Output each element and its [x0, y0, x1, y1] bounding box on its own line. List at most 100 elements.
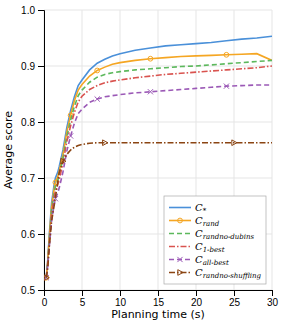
tick-label: 0.7: [21, 173, 35, 184]
marker-shape: [61, 158, 66, 164]
tick-mark: [158, 290, 159, 296]
marker-shape: [224, 84, 229, 89]
tick: 0.9: [21, 61, 44, 72]
marker: [224, 52, 229, 57]
y-axis-title: Average score: [2, 111, 15, 189]
tick: 15: [153, 290, 165, 308]
legend-marker-shape: [178, 270, 183, 276]
tick-mark: [120, 290, 121, 296]
tick-label: 5: [80, 297, 86, 308]
legend-entry: Crandno-shuffling: [169, 267, 262, 280]
grid-line-y: [44, 122, 272, 123]
chart: 0 5 10 15 20 25 30 0.5 0.6 0.7 0.8 0.9 1.0 Planning t…: [0, 0, 282, 324]
tick-mark: [38, 234, 44, 235]
tick: 5: [80, 290, 86, 308]
tick-mark: [82, 290, 83, 296]
legend-marker: [178, 270, 183, 276]
tick-mark: [196, 290, 197, 296]
legend-label: Crand: [195, 215, 220, 228]
tick-mark: [38, 290, 44, 291]
legend-entry: C1-best: [169, 241, 225, 254]
legend-entry: Call-best: [169, 254, 229, 267]
legend-marker-shape: [178, 218, 183, 223]
marker-shape: [95, 68, 100, 73]
legend-label: Crandno-dubins: [195, 228, 254, 241]
legend: C*CrandCrandno-dubinsC1-bestCall-bestCra…: [164, 196, 266, 284]
tick: 0: [42, 290, 48, 308]
tick-label: 0.9: [21, 61, 35, 72]
legend-label: C1-best: [195, 241, 225, 254]
tick: 0.7: [21, 173, 44, 184]
legend-entry: C*: [169, 202, 207, 215]
marker: [61, 158, 66, 164]
tick-label: 0.5: [21, 285, 35, 296]
marker-shape: [232, 140, 237, 146]
marker-shape: [44, 275, 49, 281]
grid-line-y: [44, 66, 272, 67]
grid-line-x: [82, 10, 83, 290]
axis-line: [38, 11, 45, 291]
legend-label: C*: [195, 202, 207, 215]
marker: [224, 84, 229, 89]
grid-line-x: [272, 10, 273, 290]
grid-line-x: [158, 10, 159, 290]
legend-marker-shape: [177, 257, 182, 262]
tick-mark: [38, 178, 44, 179]
tick-label: 0.6: [21, 229, 35, 240]
grid-line-x: [120, 10, 121, 290]
tick-label: 1.0: [21, 5, 35, 16]
legend-swatch: [169, 246, 191, 248]
axis-line: [45, 291, 273, 297]
tick: 1.0: [21, 5, 44, 16]
marker: [148, 56, 153, 61]
legend-entry: Crand: [169, 215, 220, 228]
grid-line-y: [44, 178, 272, 179]
tick: 0.6: [21, 229, 44, 240]
marker-shape: [148, 89, 153, 94]
tick-mark: [38, 122, 44, 123]
legend-swatch: [169, 207, 191, 209]
marker: [95, 96, 100, 101]
grid-line-y: [44, 10, 272, 11]
tick: 30: [267, 290, 279, 308]
marker: [95, 68, 100, 73]
tick-label: 30: [267, 297, 279, 308]
marker: [232, 140, 237, 146]
legend-marker: [177, 257, 182, 262]
marker-shape: [148, 56, 153, 61]
tick: 10: [115, 290, 127, 308]
tick: 0.8: [21, 117, 44, 128]
tick-label: 10: [115, 297, 127, 308]
x-axis: 0 5 10 15 20 25 30: [42, 290, 279, 308]
tick: 25: [229, 290, 241, 308]
grid: [44, 10, 272, 290]
marker: [103, 140, 108, 146]
tick-label: 0: [42, 297, 48, 308]
marker-shape: [68, 133, 73, 138]
legend-swatch: [169, 220, 191, 222]
legend-label: Call-best: [195, 254, 229, 267]
tick-mark: [38, 10, 44, 11]
marker-shape: [224, 52, 229, 57]
tick: 0.5: [21, 285, 44, 296]
y-axis: 0.5 0.6 0.7 0.8 0.9 1.0: [21, 5, 44, 296]
legend-label: Crandno-shuffling: [195, 267, 262, 280]
tick-label: 0.8: [21, 117, 35, 128]
tick: 20: [191, 290, 203, 308]
legend-swatch: [169, 233, 191, 235]
tick-label: 25: [229, 297, 241, 308]
tick-mark: [234, 290, 235, 296]
legend-marker: [178, 218, 183, 223]
marker: [148, 89, 153, 94]
tick-mark: [38, 66, 44, 67]
tick-label: 20: [191, 297, 203, 308]
legend-swatch: [169, 272, 191, 274]
tick-mark: [272, 290, 273, 296]
legend-box: [164, 196, 266, 284]
marker-shape: [103, 140, 108, 146]
tick-label: 15: [153, 297, 165, 308]
x-axis-title: Planning time (s): [111, 308, 205, 321]
marker-shape: [95, 96, 100, 101]
marker: [68, 133, 73, 138]
marker: [44, 275, 49, 281]
